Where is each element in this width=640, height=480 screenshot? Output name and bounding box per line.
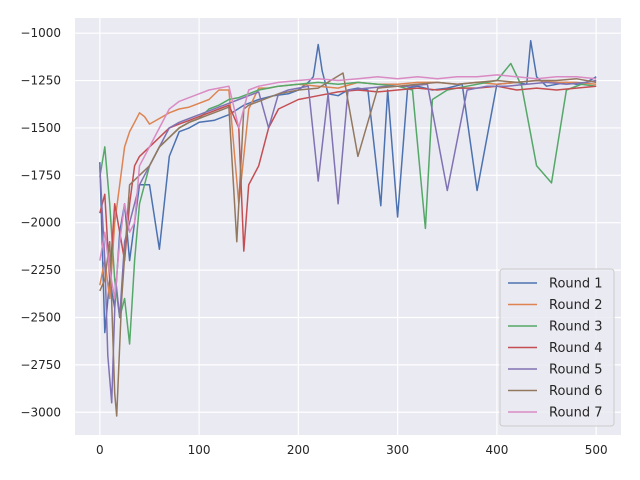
y-tick-label: −2000	[20, 216, 61, 230]
legend-label-round-1: Round 1	[549, 277, 603, 292]
series-line-round-4	[99, 85, 597, 281]
y-tick-label: −1000	[20, 26, 61, 40]
y-axis-ticks: −1000 −1250 −1500 −1750 −2000 −2250 −2500 −2750…	[20, 26, 61, 419]
legend-label-round-2: Round 2	[549, 298, 603, 313]
series-lines	[99, 39, 597, 417]
x-tick-label: 200	[287, 443, 310, 457]
y-tick-label: −3000	[20, 405, 61, 419]
legend-label-round-4: Round 4	[549, 341, 603, 356]
y-tick-label: −1250	[20, 74, 61, 88]
y-tick-label: −2250	[20, 263, 61, 277]
series-line-round-3	[99, 62, 597, 345]
y-tick-label: −1750	[20, 168, 61, 182]
legend-label-round-6: Round 6	[549, 384, 603, 399]
x-axis-ticks: 0 100 200 300 400 500	[96, 443, 608, 457]
y-tick-label: −1500	[20, 121, 61, 135]
legend: Round 1 Round 2 Round 3 Round 4 Round 5 Round…	[499, 268, 615, 427]
legend-label-round-3: Round 3	[549, 320, 603, 335]
x-tick-label: 100	[188, 443, 211, 457]
legend-label-round-7: Round 7	[549, 406, 603, 421]
y-tick-label: −2500	[20, 310, 61, 324]
x-tick-label: 500	[585, 443, 608, 457]
series-line-round-7	[99, 74, 597, 300]
series-line-round-6	[99, 72, 597, 417]
legend-box	[499, 268, 615, 427]
x-tick-label: 300	[386, 443, 409, 457]
x-tick-label: 0	[96, 443, 104, 457]
legend-label-round-5: Round 5	[549, 363, 603, 378]
y-tick-label: −2750	[20, 358, 61, 372]
series-line-round-5	[99, 79, 597, 404]
x-tick-label: 400	[485, 443, 508, 457]
